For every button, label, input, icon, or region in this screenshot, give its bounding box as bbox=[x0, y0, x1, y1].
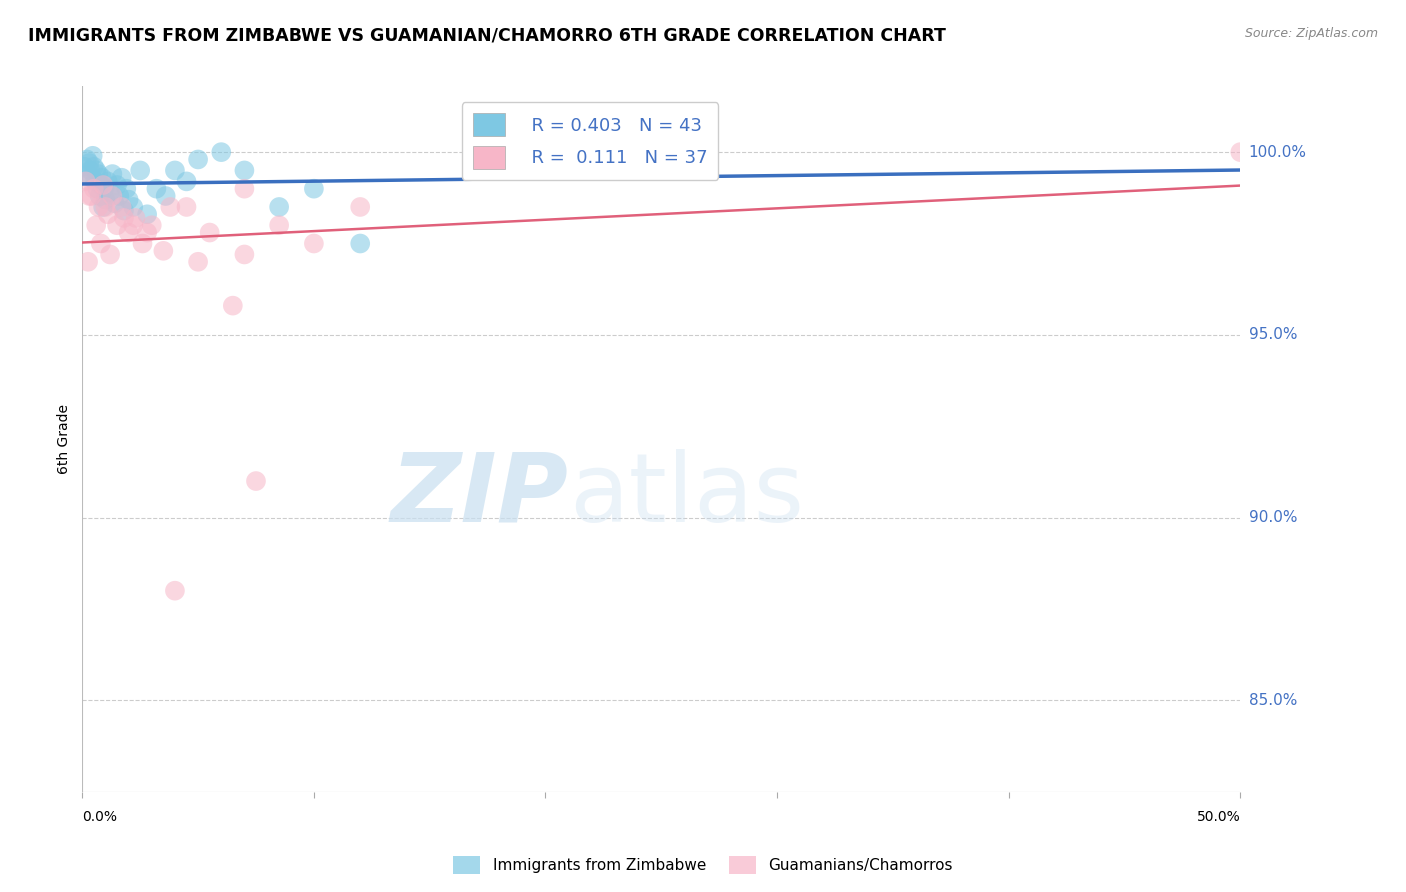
Point bbox=[83, 182, 105, 196]
Text: IMMIGRANTS FROM ZIMBABWE VS GUAMANIAN/CHAMORRO 6TH GRADE CORRELATION CHART: IMMIGRANTS FROM ZIMBABWE VS GUAMANIAN/CH… bbox=[28, 27, 946, 45]
Text: 50.0%: 50.0% bbox=[1197, 810, 1240, 824]
Point bbox=[101, 167, 124, 181]
Point bbox=[97, 174, 120, 188]
Point bbox=[209, 145, 232, 160]
Point bbox=[90, 178, 112, 192]
Point bbox=[108, 189, 131, 203]
Point bbox=[176, 200, 198, 214]
Point bbox=[91, 200, 114, 214]
Legend:   R = 0.403   N = 43,   R =  0.111   N = 37: R = 0.403 N = 43, R = 0.111 N = 37 bbox=[463, 103, 718, 179]
Point bbox=[84, 219, 107, 233]
Point bbox=[302, 182, 325, 196]
Text: 95.0%: 95.0% bbox=[1249, 327, 1298, 343]
Point bbox=[163, 163, 186, 178]
Point bbox=[82, 149, 104, 163]
Point bbox=[349, 200, 371, 214]
Point bbox=[91, 178, 114, 192]
Point bbox=[159, 200, 181, 214]
Point bbox=[465, 153, 488, 167]
Text: 100.0%: 100.0% bbox=[1249, 145, 1306, 160]
Point bbox=[77, 254, 100, 268]
Point bbox=[129, 163, 152, 178]
Point bbox=[112, 211, 135, 225]
Point bbox=[269, 200, 291, 214]
Point bbox=[145, 182, 167, 196]
Point bbox=[155, 189, 177, 203]
Point bbox=[581, 145, 603, 160]
Point bbox=[124, 211, 146, 225]
Text: atlas: atlas bbox=[568, 449, 804, 542]
Point bbox=[84, 163, 107, 178]
Text: Source: ZipAtlas.com: Source: ZipAtlas.com bbox=[1244, 27, 1378, 40]
Y-axis label: 6th Grade: 6th Grade bbox=[58, 404, 72, 474]
Point bbox=[302, 236, 325, 251]
Text: ZIP: ZIP bbox=[391, 449, 568, 542]
Point bbox=[101, 189, 124, 203]
Point bbox=[79, 163, 101, 178]
Point bbox=[245, 474, 267, 488]
Point bbox=[187, 254, 209, 268]
Point bbox=[89, 189, 111, 203]
Point bbox=[83, 160, 105, 174]
Point bbox=[131, 236, 153, 251]
Point bbox=[112, 203, 135, 218]
Point bbox=[77, 156, 100, 170]
Point bbox=[176, 174, 198, 188]
Point bbox=[98, 186, 121, 200]
Point bbox=[152, 244, 174, 258]
Point bbox=[141, 219, 163, 233]
Text: 90.0%: 90.0% bbox=[1249, 510, 1298, 525]
Point bbox=[84, 174, 107, 188]
Point bbox=[77, 189, 100, 203]
Point bbox=[111, 170, 134, 185]
Point bbox=[115, 182, 138, 196]
Point bbox=[222, 299, 245, 313]
Point bbox=[93, 182, 115, 196]
Point bbox=[117, 193, 139, 207]
Point bbox=[94, 193, 117, 207]
Point bbox=[87, 200, 110, 214]
Point bbox=[77, 167, 100, 181]
Point bbox=[104, 196, 127, 211]
Point bbox=[122, 219, 145, 233]
Point bbox=[111, 200, 134, 214]
Point bbox=[73, 160, 96, 174]
Point bbox=[80, 170, 103, 185]
Text: 85.0%: 85.0% bbox=[1249, 693, 1296, 708]
Point bbox=[349, 236, 371, 251]
Point bbox=[87, 167, 110, 181]
Point bbox=[187, 153, 209, 167]
Point bbox=[163, 583, 186, 598]
Point bbox=[98, 247, 121, 261]
Point bbox=[136, 207, 159, 221]
Point bbox=[581, 163, 603, 178]
Point bbox=[269, 219, 291, 233]
Text: 0.0%: 0.0% bbox=[83, 810, 117, 824]
Point bbox=[76, 153, 98, 167]
Point bbox=[86, 182, 108, 196]
Point bbox=[75, 174, 97, 188]
Point bbox=[233, 163, 256, 178]
Point bbox=[90, 236, 112, 251]
Point bbox=[1229, 145, 1251, 160]
Point bbox=[233, 247, 256, 261]
Point bbox=[233, 182, 256, 196]
Point bbox=[136, 226, 159, 240]
Point bbox=[122, 200, 145, 214]
Point bbox=[105, 219, 128, 233]
Point bbox=[105, 178, 128, 192]
Point bbox=[198, 226, 221, 240]
Legend: Immigrants from Zimbabwe, Guamanians/Chamorros: Immigrants from Zimbabwe, Guamanians/Cha… bbox=[447, 850, 959, 880]
Point bbox=[80, 189, 103, 203]
Point bbox=[94, 200, 117, 214]
Point bbox=[91, 170, 114, 185]
Point bbox=[117, 226, 139, 240]
Point bbox=[97, 207, 120, 221]
